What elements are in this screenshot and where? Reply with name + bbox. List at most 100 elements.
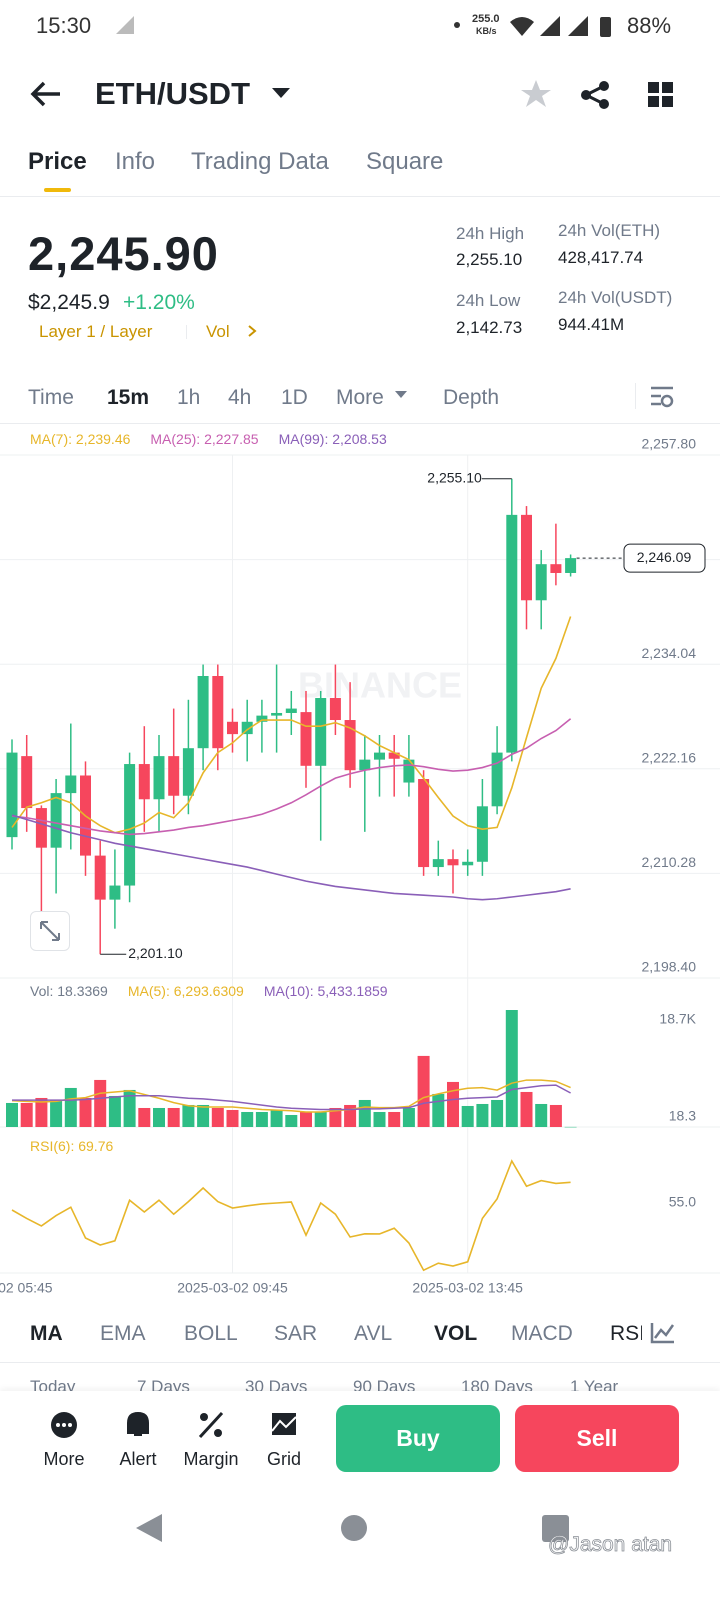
candle-body — [6, 752, 18, 838]
indicator-tab[interactable]: SAR — [274, 1322, 318, 1345]
volume-bar — [123, 1089, 136, 1127]
legend-entry: MA(10): 5,433.1859 — [263, 983, 388, 999]
period[interactable]: 7 Days — [137, 1377, 190, 1396]
ma-line — [11, 718, 572, 836]
action-label[interactable]: Margin — [183, 1449, 239, 1469]
candle-body — [94, 855, 106, 900]
indicator-tab[interactable]: MACD — [511, 1322, 573, 1345]
fullscreen-button[interactable] — [30, 911, 70, 951]
candle-body — [432, 859, 444, 868]
volume-bar — [373, 1111, 386, 1127]
y-tick-label: 2,234.04 — [642, 645, 697, 661]
action-label[interactable]: More — [43, 1449, 85, 1469]
x-tick-label: 2025-03-02 13:45 — [412, 1280, 523, 1296]
indicator-settings[interactable] — [648, 1320, 678, 1346]
interval[interactable]: 4h — [228, 386, 252, 409]
legend-entry: MA(7): 2,239.46 — [30, 431, 131, 447]
interval[interactable]: Depth — [443, 386, 500, 409]
y-tick-label: 2,210.28 — [642, 854, 697, 870]
indicator-tab[interactable]: MA — [30, 1322, 63, 1345]
period[interactable]: Today — [30, 1377, 76, 1396]
volume-bar — [417, 1055, 430, 1127]
volume-bar — [197, 1104, 210, 1127]
candle-body — [447, 859, 459, 866]
indicator-tab[interactable]: AVL — [354, 1322, 393, 1345]
volume-bar — [35, 1097, 48, 1127]
candle-body — [256, 715, 268, 722]
candle-body — [241, 721, 253, 735]
period[interactable]: 30 Days — [245, 1377, 308, 1396]
pair-dropdown[interactable] — [270, 86, 292, 100]
annotation-label: 2,255.10 — [427, 469, 482, 485]
volume-bar — [285, 1114, 298, 1127]
tab[interactable]: Info — [115, 148, 156, 175]
price-change: +1.20% — [123, 291, 195, 314]
volume-bar — [167, 1107, 180, 1127]
tag[interactable]: Layer 1 / Layer — [39, 322, 153, 341]
volume-bar — [358, 1099, 371, 1127]
candle-body — [521, 514, 532, 601]
tag[interactable]: Vol — [206, 322, 230, 341]
volume-bar — [6, 1102, 18, 1127]
indicator-tab[interactable]: EMA — [100, 1322, 146, 1345]
chart-settings[interactable] — [649, 384, 675, 408]
candle-body — [506, 514, 518, 753]
candle-body — [403, 759, 415, 783]
tab[interactable]: Trading Data — [191, 148, 329, 175]
action-label[interactable]: Alert — [119, 1449, 157, 1469]
interval[interactable]: 1h — [177, 386, 201, 409]
volume-bar — [447, 1081, 459, 1127]
header-icons[interactable] — [518, 76, 698, 112]
candle-body — [418, 779, 430, 868]
action-label[interactable]: Grid — [266, 1449, 302, 1469]
period[interactable]: 90 Days — [353, 1377, 416, 1396]
period[interactable]: 180 Days — [461, 1377, 533, 1396]
volume-bar — [270, 1109, 283, 1127]
interval[interactable]: 1D — [281, 386, 308, 409]
divider — [635, 383, 636, 409]
volume-bar — [20, 1102, 33, 1127]
volume-bar — [314, 1111, 327, 1127]
back-button[interactable] — [28, 78, 64, 110]
tab[interactable]: Square — [366, 148, 444, 175]
sell-button[interactable]: Sell — [515, 1405, 679, 1472]
nav-bar[interactable] — [0, 1506, 720, 1556]
candle-body — [168, 756, 180, 796]
volume-bar — [211, 1107, 224, 1127]
signal-icon — [116, 16, 134, 34]
candle-body — [271, 712, 283, 716]
stat-label: 24h Vol(USDT) — [558, 288, 673, 307]
candle-body — [21, 756, 33, 809]
stat-value: 2,255.10 — [456, 250, 523, 269]
interval[interactable]: More — [336, 386, 384, 409]
indicator-tab[interactable]: RSI — [610, 1323, 642, 1344]
indicator-tab[interactable]: BOLL — [184, 1322, 238, 1345]
pair-title[interactable]: ETH/USDT — [95, 76, 250, 111]
volume-bar — [241, 1111, 254, 1127]
indicator-tab[interactable]: VOL — [434, 1322, 478, 1345]
divider — [0, 196, 720, 197]
candle-body — [565, 558, 577, 573]
divider — [0, 1362, 720, 1363]
interval[interactable]: 15m — [107, 386, 150, 409]
legend-entry: MA(5): 6,293.6309 — [127, 983, 244, 999]
volume-bar — [432, 1093, 445, 1127]
usd-price: $2,245.9 — [28, 291, 110, 314]
volume-bar — [182, 1104, 195, 1127]
candle-body — [374, 752, 385, 760]
last-price: 2,245.90 — [28, 227, 219, 280]
tab[interactable]: Price — [28, 148, 87, 175]
net-speed-unit: KB/s — [476, 26, 497, 36]
volume-bar — [329, 1107, 342, 1127]
candle-body — [462, 861, 474, 866]
candle-body — [344, 720, 356, 771]
buy-button[interactable]: Buy — [336, 1405, 500, 1472]
last-price-box — [623, 543, 706, 573]
candle-body — [124, 764, 136, 886]
net-speed: 255.0 — [472, 13, 500, 25]
volume-bar — [79, 1097, 92, 1127]
volume-ma-line — [12, 1084, 571, 1111]
period[interactable]: 1 Year — [570, 1377, 619, 1396]
candle-body — [491, 752, 503, 807]
interval[interactable]: Time — [28, 386, 74, 409]
